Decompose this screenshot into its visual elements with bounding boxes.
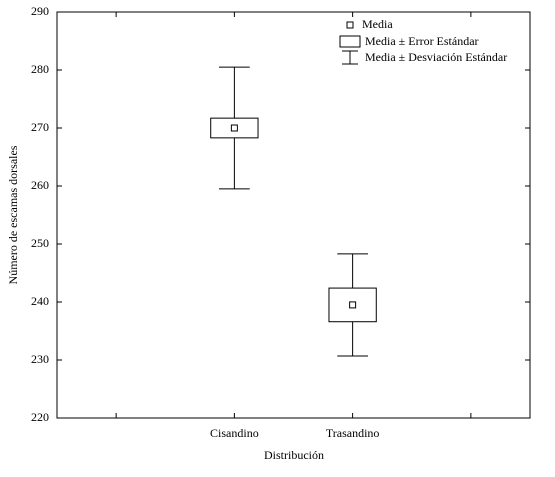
y-tick-label: 240 bbox=[31, 294, 49, 308]
mean-marker bbox=[349, 301, 357, 309]
legend-se-symbol bbox=[339, 35, 361, 48]
y-tick-label: 270 bbox=[31, 120, 49, 134]
plot-frame bbox=[56, 11, 531, 419]
x-tick-label: Cisandino bbox=[210, 426, 259, 440]
y-tick-label: 250 bbox=[31, 236, 49, 250]
y-tick-label: 220 bbox=[31, 410, 49, 424]
y-tick-label: 230 bbox=[31, 352, 49, 366]
legend-label: Media ± Error Estándar bbox=[365, 34, 479, 48]
mean-marker bbox=[230, 124, 238, 132]
y-tick-label: 280 bbox=[31, 62, 49, 76]
y-tick-label: 290 bbox=[31, 4, 49, 18]
legend-mean-symbol bbox=[346, 21, 354, 29]
x-axis-label: Distribución bbox=[264, 448, 324, 462]
se-box bbox=[210, 117, 259, 139]
legend-label: Media ± Desviación Estándar bbox=[365, 50, 507, 64]
y-tick-label: 260 bbox=[31, 178, 49, 192]
se-box bbox=[328, 287, 377, 323]
y-axis-label: Número de escamas dorsales bbox=[6, 145, 20, 284]
x-tick-label: Trasandino bbox=[326, 426, 380, 440]
legend-label: Media bbox=[362, 17, 393, 31]
